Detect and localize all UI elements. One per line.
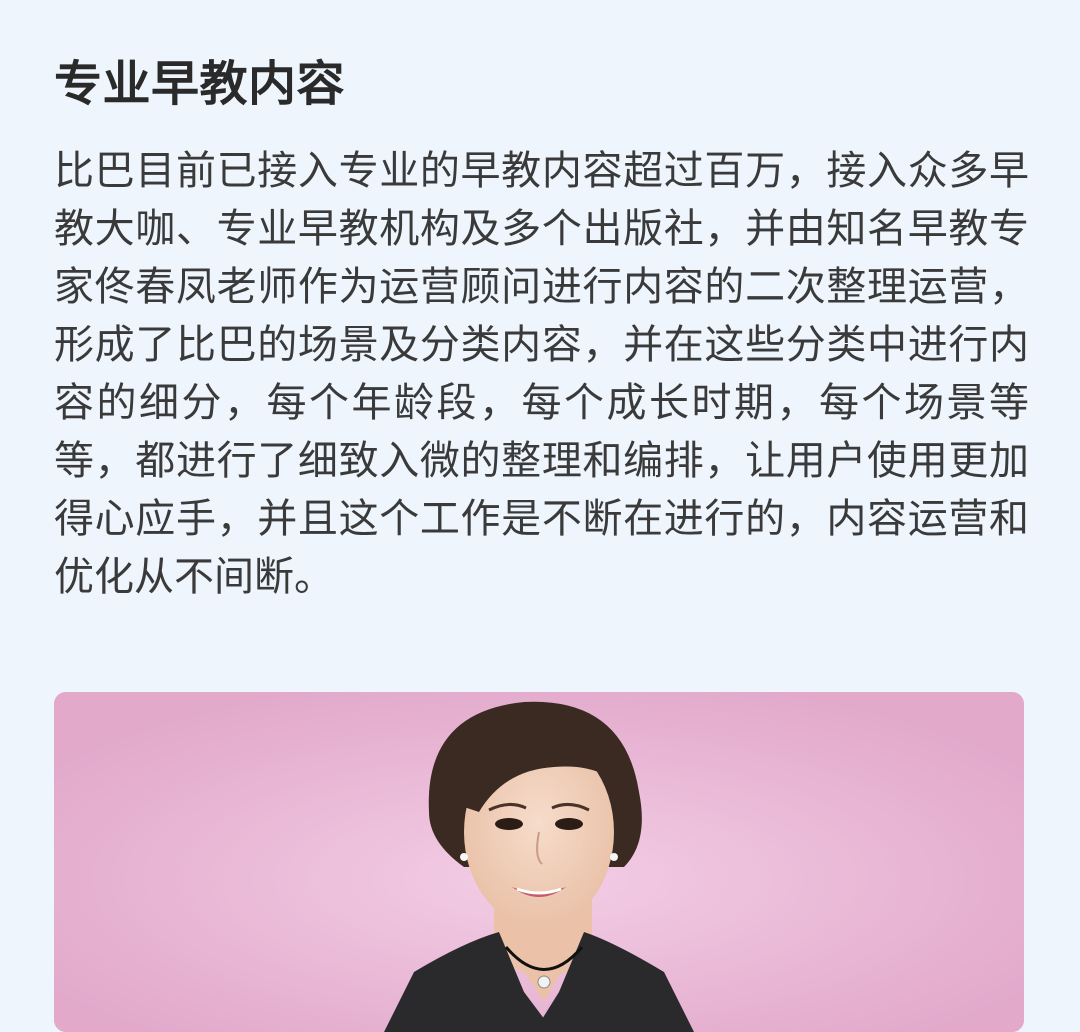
expert-portrait-photo [54,692,1024,1032]
section-title: 专业早教内容 [54,56,346,112]
section-description: 比巴目前已接入专业的早教内容超过百万，接入众多早教大咖、专业早教机构及多个出版社… [54,148,1029,600]
